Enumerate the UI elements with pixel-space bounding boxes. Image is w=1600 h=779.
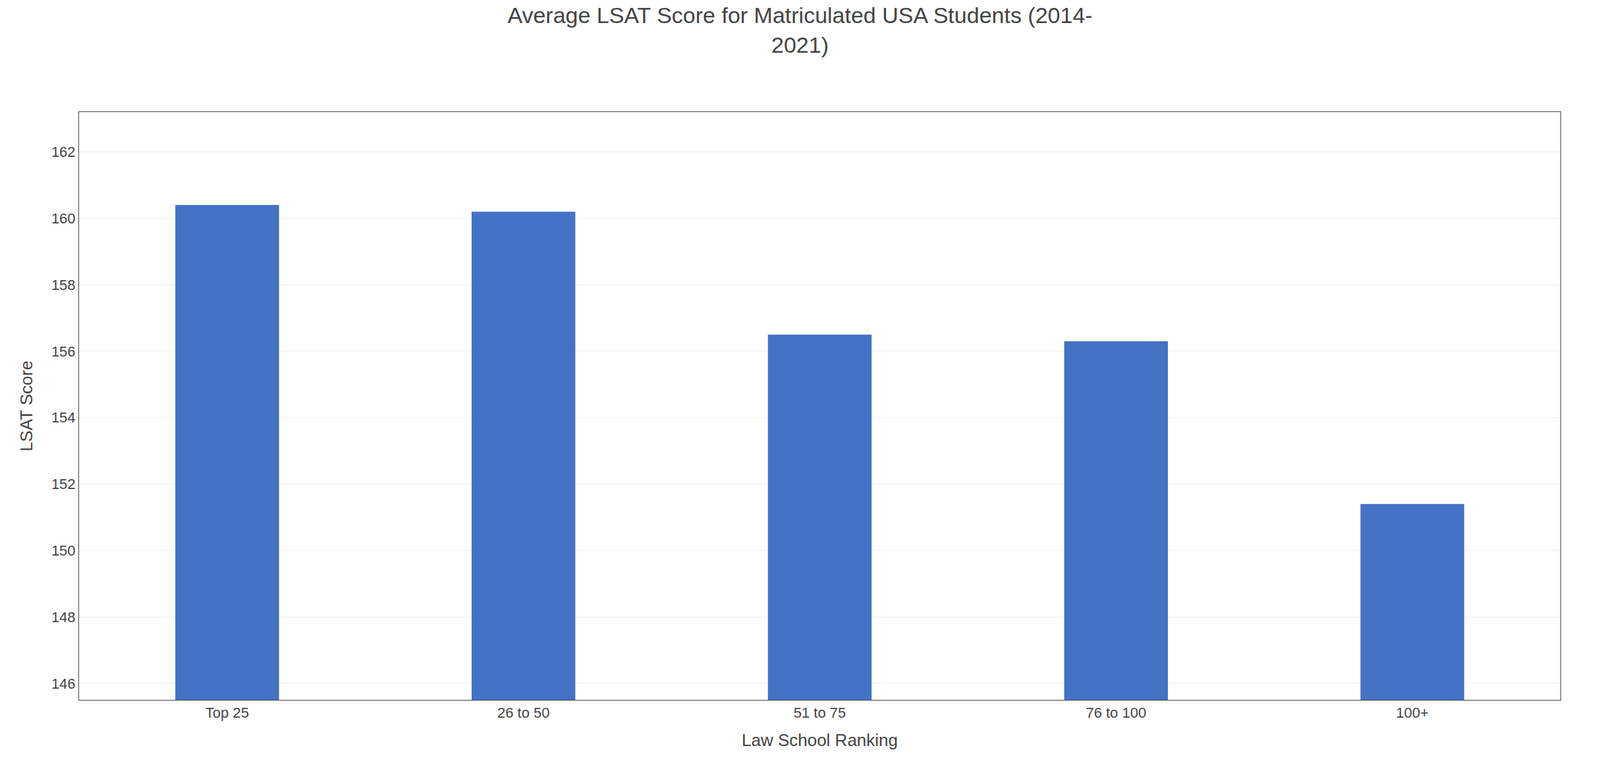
svg-text:Top 25: Top 25 bbox=[205, 704, 249, 721]
svg-text:154: 154 bbox=[51, 409, 76, 426]
svg-text:150: 150 bbox=[51, 542, 76, 559]
svg-text:160: 160 bbox=[51, 210, 76, 227]
svg-text:Average LSAT Score for Matricu: Average LSAT Score for Matriculated USA … bbox=[507, 2, 1093, 57]
svg-text:158: 158 bbox=[51, 276, 76, 294]
svg-text:LSAT Score: LSAT Score bbox=[16, 360, 37, 452]
svg-text:148: 148 bbox=[51, 608, 76, 626]
svg-text:100+: 100+ bbox=[1395, 704, 1429, 721]
svg-text:51 to 75: 51 to 75 bbox=[793, 704, 847, 721]
svg-text:26 to 50: 26 to 50 bbox=[497, 704, 551, 721]
svg-text:Law School Ranking: Law School Ranking bbox=[741, 729, 898, 750]
svg-text:146: 146 bbox=[51, 675, 76, 692]
svg-text:162: 162 bbox=[51, 143, 76, 161]
svg-text:156: 156 bbox=[51, 343, 76, 360]
svg-text:152: 152 bbox=[51, 475, 76, 493]
svg-text:76 to 100: 76 to 100 bbox=[1085, 704, 1147, 721]
